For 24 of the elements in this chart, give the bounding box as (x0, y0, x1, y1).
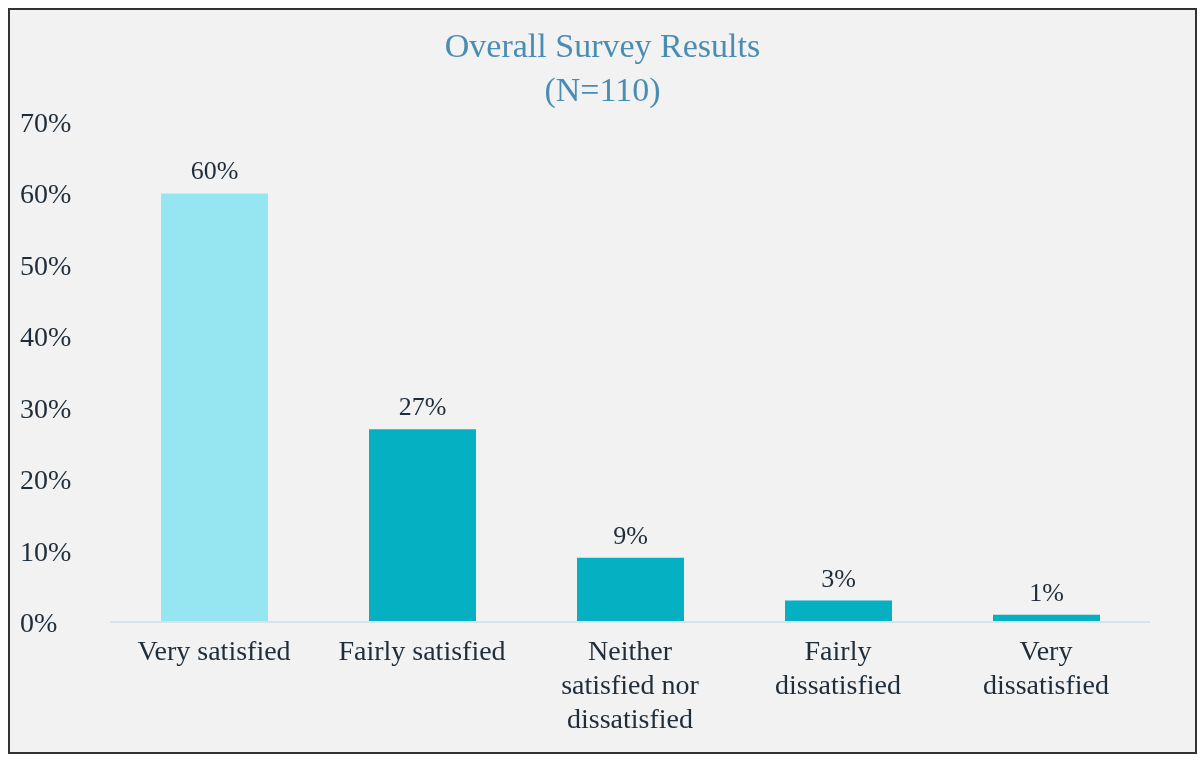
y-tick-label: 50% (20, 249, 72, 281)
data-label: 9% (613, 520, 648, 550)
bar (577, 557, 684, 622)
chart-subtitle: (N=110) (544, 71, 661, 108)
y-tick-label: 20% (20, 464, 72, 496)
x-tick-label: Fairly satisfied (338, 635, 506, 666)
x-tick-label: Very dissatisfied (983, 635, 1109, 700)
y-tick-label: 60% (20, 178, 72, 210)
y-tick-label: 40% (20, 321, 72, 353)
bar (161, 193, 268, 622)
data-label: 1% (1029, 577, 1064, 607)
data-label: 27% (398, 392, 447, 422)
x-tick-label: Fairly dissatisfied (775, 635, 901, 700)
y-tick-label: 70% (20, 106, 72, 138)
y-tick-label: 0% (20, 606, 58, 638)
x-tick-label: Very satisfied (137, 635, 291, 666)
x-tick-label: Neither satisfied nor dissatisfied (561, 635, 700, 734)
bar (369, 429, 476, 622)
bar (785, 600, 892, 622)
y-tick-label: 30% (20, 392, 72, 424)
data-label: 60% (190, 156, 239, 186)
y-tick-label: 10% (20, 535, 72, 567)
chart-title: Overall Survey Results (443, 26, 762, 66)
data-label: 3% (821, 563, 856, 593)
